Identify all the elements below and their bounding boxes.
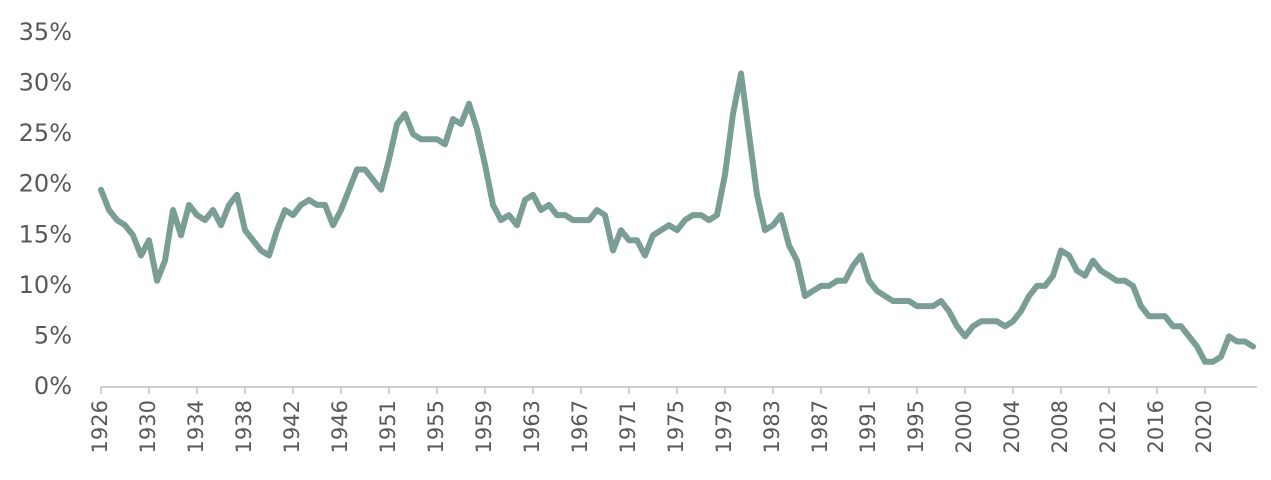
x-tick-label: 1934 [184, 400, 208, 453]
y-tick-label: 0% [34, 372, 72, 400]
x-tick-label: 1983 [760, 400, 784, 453]
x-tick-label: 1987 [808, 400, 832, 453]
x-tick-label: 2020 [1192, 400, 1216, 453]
x-tick-label: 1963 [520, 400, 544, 453]
y-tick-label: 30% [19, 69, 72, 97]
x-tick-label: 1951 [376, 400, 400, 453]
x-tick-label: 1975 [664, 400, 688, 453]
x-tick-label: 2016 [1144, 400, 1168, 453]
x-tick-label: 1959 [472, 400, 496, 453]
y-tick-label: 15% [19, 220, 72, 248]
x-tick-label: 1971 [616, 400, 640, 453]
x-tick-label: 1930 [136, 400, 160, 453]
x-tick-label: 1995 [904, 400, 928, 453]
x-tick-label: 1946 [328, 400, 352, 453]
data-line [98, 70, 1256, 365]
x-tick-label: 2012 [1096, 400, 1120, 453]
y-tick-label: 35% [19, 18, 72, 46]
x-tick-label: 1967 [568, 400, 592, 453]
x-tick-label: 1979 [712, 400, 736, 453]
x-tick-label: 1942 [280, 400, 304, 453]
x-tick-label: 1926 [88, 400, 112, 453]
y-tick-label: 5% [34, 321, 72, 349]
y-tick-label: 20% [19, 170, 72, 198]
x-tick-label: 1938 [232, 400, 256, 453]
x-tick-label: 2004 [1000, 400, 1024, 453]
y-tick-label: 10% [19, 271, 72, 299]
x-tick-label: 1991 [856, 400, 880, 453]
x-tick-label: 1955 [424, 400, 448, 453]
y-tick-label: 25% [19, 119, 72, 147]
x-tick-label: 2000 [952, 400, 976, 453]
x-tick-label: 2008 [1048, 400, 1072, 453]
